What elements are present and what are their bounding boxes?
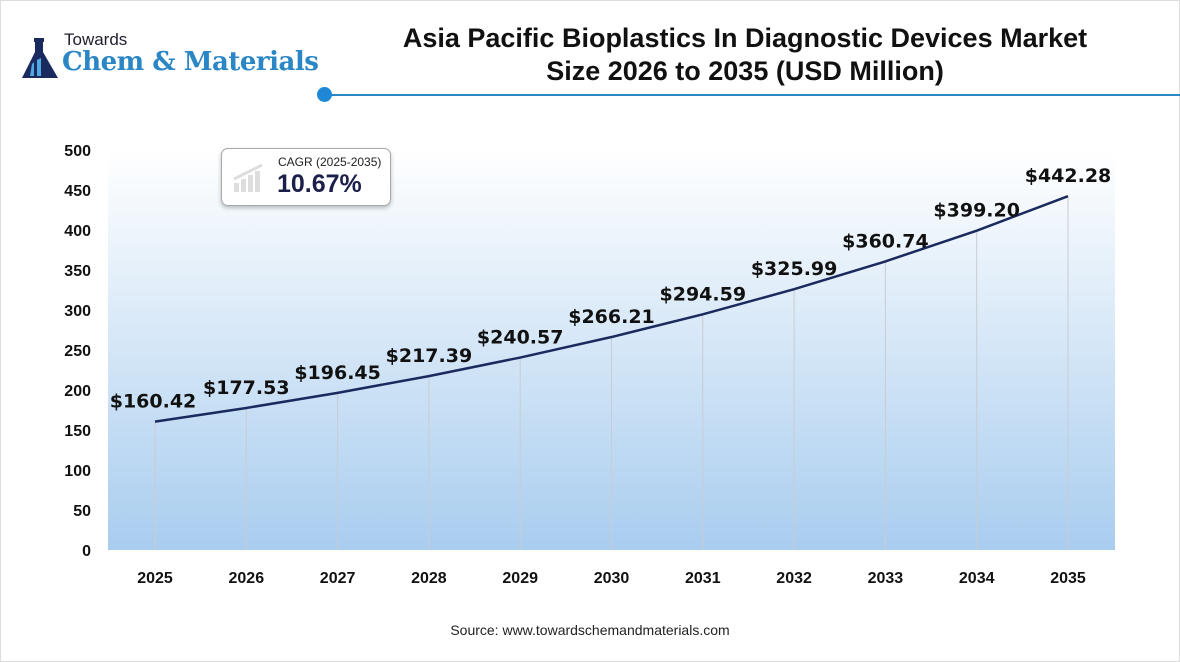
y-tick-label: 350: [64, 263, 91, 280]
data-label: $177.53: [203, 377, 290, 399]
series-line: [154, 195, 1069, 423]
x-tick-label: 2032: [776, 570, 812, 587]
data-label: $360.74: [842, 230, 929, 252]
data-label: $399.20: [933, 200, 1020, 222]
data-label: $240.57: [477, 327, 564, 349]
cagr-value: 10.67%: [277, 170, 362, 198]
data-label: $217.39: [386, 345, 473, 367]
x-tick-label: 2027: [320, 570, 356, 587]
data-label: $294.59: [660, 283, 747, 305]
y-tick-label: 100: [64, 463, 91, 480]
data-label: $196.45: [294, 362, 381, 384]
x-tick-label: 2030: [594, 570, 630, 587]
y-tick-label: 500: [64, 143, 91, 160]
y-tick-label: 400: [64, 223, 91, 240]
data-label: $160.42: [110, 391, 197, 413]
growth-chart-icon: [233, 163, 263, 192]
chart-title: Asia Pacific Bioplastics In Diagnostic D…: [330, 22, 1160, 88]
x-tick-label: 2034: [959, 570, 995, 587]
x-tick-label: 2028: [411, 570, 447, 587]
title-dot: [317, 87, 332, 102]
x-tick-label: 2029: [502, 570, 538, 587]
title-line-1: Asia Pacific Bioplastics In Diagnostic D…: [402, 23, 1088, 53]
logo-towards: Towards: [64, 30, 128, 49]
y-tick-label: 450: [64, 183, 91, 200]
x-tick-label: 2035: [1050, 570, 1086, 587]
data-label: $266.21: [568, 306, 655, 328]
source-text: Source: www.towardschemandmaterials.com: [450, 622, 730, 638]
data-label: $442.28: [1025, 165, 1112, 187]
y-tick-label: 150: [64, 423, 91, 440]
y-tick-label: 250: [64, 343, 91, 360]
y-tick-label: 300: [64, 303, 91, 320]
cagr-label: CAGR (2025-2035): [278, 155, 382, 169]
x-tick-label: 2026: [229, 570, 265, 587]
y-tick-label: 200: [64, 383, 91, 400]
title-line-2: Size 2026 to 2035 (USD Million): [546, 56, 944, 86]
flask-icon: [22, 38, 58, 78]
title-underline: [325, 94, 1180, 96]
x-tick-label: 2033: [868, 570, 904, 587]
logo-name: Chem & Materials: [62, 47, 319, 77]
x-tick-label: 2025: [137, 570, 173, 587]
x-tick-label: 2031: [685, 570, 721, 587]
y-tick-label: 50: [73, 503, 91, 520]
data-label: $325.99: [751, 258, 838, 280]
cagr-box: CAGR (2025-2035) 10.67%: [221, 148, 391, 206]
y-tick-label: 0: [82, 543, 91, 560]
